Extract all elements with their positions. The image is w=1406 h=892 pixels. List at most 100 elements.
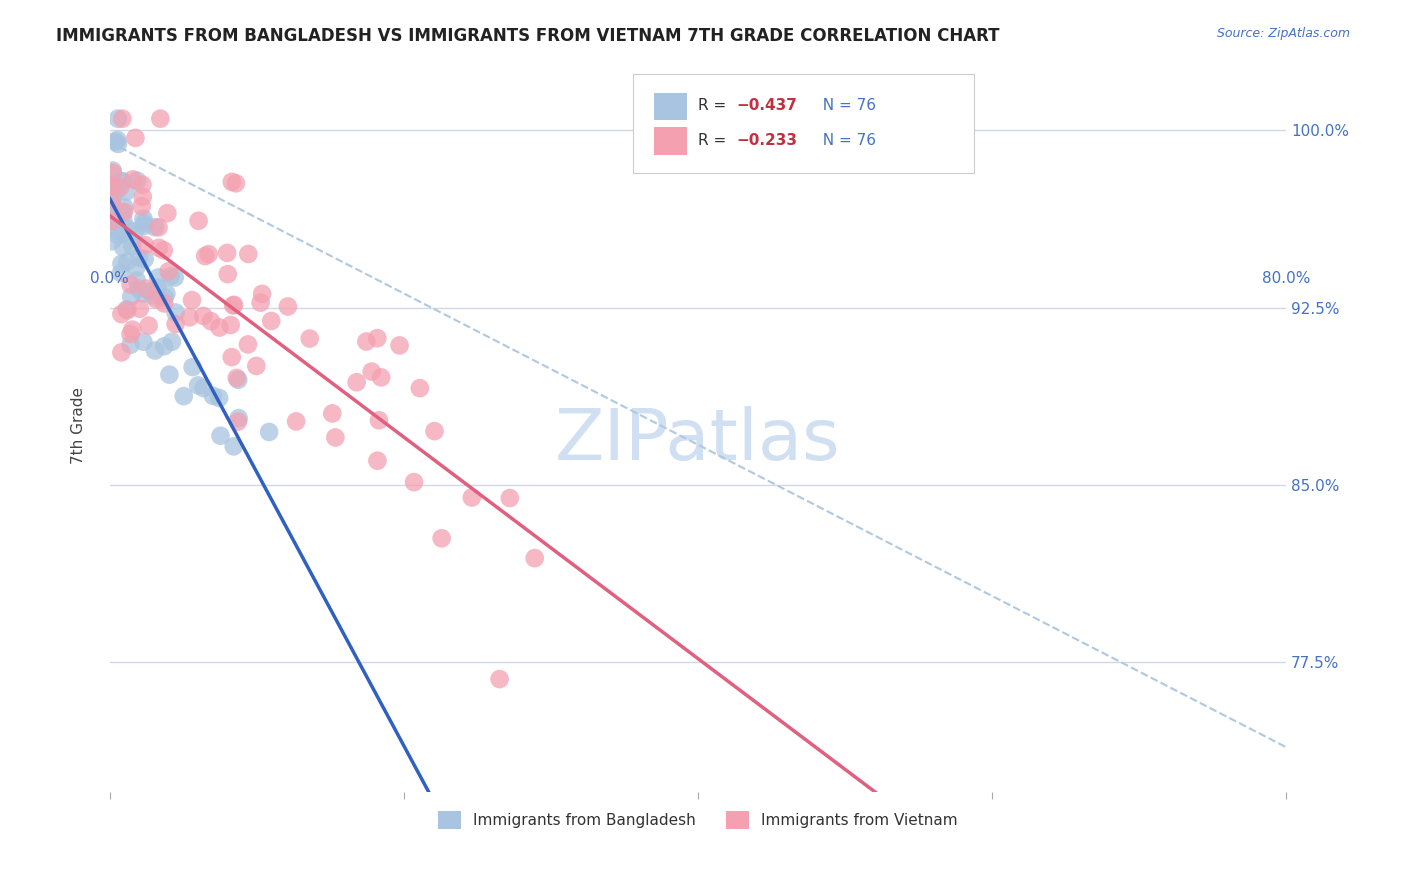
Point — [260, 314, 283, 328]
Point — [368, 413, 391, 427]
Point — [115, 302, 138, 317]
Point — [152, 244, 174, 258]
Point — [208, 320, 231, 334]
Point — [139, 285, 162, 299]
Point — [249, 295, 271, 310]
Point — [103, 204, 125, 219]
Point — [217, 267, 239, 281]
Point — [112, 226, 135, 240]
Point — [423, 424, 446, 438]
Point — [402, 475, 425, 490]
Point — [388, 338, 411, 352]
Point — [222, 439, 245, 453]
Point — [107, 224, 129, 238]
Point — [146, 281, 169, 295]
Point — [100, 214, 122, 228]
Point — [110, 345, 132, 359]
Point — [115, 185, 138, 199]
Point — [257, 425, 280, 439]
Point — [112, 212, 135, 227]
Point — [236, 337, 259, 351]
Point — [120, 337, 142, 351]
Text: 80.0%: 80.0% — [1261, 270, 1310, 285]
Point — [197, 247, 219, 261]
Point — [108, 180, 131, 194]
Point — [100, 186, 122, 200]
Point — [120, 327, 142, 342]
Point — [179, 310, 201, 325]
Point — [124, 224, 146, 238]
Point — [111, 205, 134, 219]
Point — [105, 183, 128, 197]
Point — [135, 281, 157, 295]
Point — [173, 389, 195, 403]
Point — [194, 249, 217, 263]
Point — [125, 273, 148, 287]
Point — [370, 370, 392, 384]
Text: −0.233: −0.233 — [737, 134, 797, 148]
Point — [111, 174, 134, 188]
Point — [105, 216, 128, 230]
Point — [107, 112, 129, 126]
FancyBboxPatch shape — [654, 127, 688, 155]
Point — [120, 290, 142, 304]
Point — [134, 216, 156, 230]
Point — [100, 181, 122, 195]
Point — [105, 133, 128, 147]
Point — [222, 298, 245, 312]
Point — [366, 453, 388, 467]
Point — [523, 551, 546, 566]
Point — [156, 206, 179, 220]
Point — [121, 239, 143, 253]
FancyBboxPatch shape — [633, 74, 974, 173]
Text: N = 76: N = 76 — [813, 98, 876, 113]
Text: ZIPatlas: ZIPatlas — [555, 406, 841, 475]
Point — [101, 163, 124, 178]
Point — [110, 257, 132, 271]
Point — [110, 266, 132, 280]
Point — [163, 270, 186, 285]
Point — [138, 318, 160, 333]
Text: R =: R = — [697, 134, 731, 148]
Point — [131, 178, 153, 192]
Point — [157, 264, 180, 278]
Point — [105, 181, 128, 195]
Point — [128, 301, 150, 316]
Point — [131, 199, 153, 213]
Point — [200, 314, 222, 328]
Point — [155, 286, 177, 301]
Point — [225, 371, 247, 385]
Point — [409, 381, 432, 395]
Point — [187, 378, 209, 392]
Point — [228, 411, 250, 425]
Point — [104, 180, 127, 194]
Text: 0.0%: 0.0% — [90, 270, 129, 285]
Point — [132, 211, 155, 226]
Legend: Immigrants from Bangladesh, Immigrants from Vietnam: Immigrants from Bangladesh, Immigrants f… — [432, 805, 965, 836]
Point — [105, 203, 128, 218]
Point — [112, 204, 135, 219]
Point — [201, 389, 224, 403]
Point — [141, 288, 163, 302]
Point — [115, 254, 138, 268]
Point — [111, 174, 134, 188]
Point — [132, 334, 155, 349]
Y-axis label: 7th Grade: 7th Grade — [72, 387, 86, 464]
Point — [298, 332, 321, 346]
Text: R =: R = — [697, 98, 731, 113]
Point — [125, 260, 148, 275]
Point — [321, 406, 343, 420]
Point — [157, 368, 180, 382]
Point — [250, 286, 273, 301]
Point — [153, 291, 176, 305]
Point — [499, 491, 522, 505]
Point — [145, 293, 167, 307]
Point — [366, 331, 388, 345]
Point — [112, 240, 135, 254]
Point — [127, 173, 149, 187]
Point — [325, 430, 347, 444]
Point — [100, 193, 122, 207]
Point — [148, 220, 170, 235]
Point — [148, 270, 170, 285]
Point — [143, 220, 166, 235]
